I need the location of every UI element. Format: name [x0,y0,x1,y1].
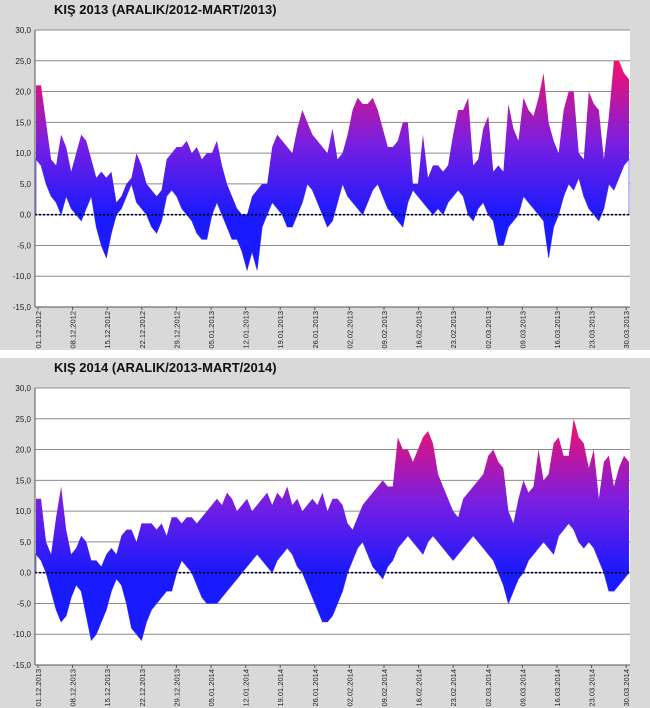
y-tick-label: 10,0 [15,507,31,516]
y-tick-label: 30,0 [15,384,31,393]
x-tick-label: 22.12.2012 [138,311,147,349]
y-tick-label: -15,0 [13,303,32,312]
x-tick-label: 05.01.2013 [207,311,216,349]
y-tick-label: -10,0 [13,630,32,639]
y-tick-label: 15,0 [15,476,31,485]
x-tick-label: 23.02.2013 [449,311,458,349]
x-tick-label: 09.03.2014 [518,669,527,707]
x-tick-label: 30.03.2013 [622,311,631,349]
chart-title: KIŞ 2013 (ARALIK/2012-MART/2013) [54,2,277,17]
y-tick-label: 0,0 [20,569,32,578]
x-tick-label: 29.12.2013 [172,669,181,707]
x-tick-label: 12.01.2013 [242,311,251,349]
y-tick-label: 15,0 [15,118,31,127]
x-tick-label: 02.03.2014 [484,669,493,707]
x-tick-label: 19.01.2014 [276,669,285,707]
x-tick-label: 08.12.2012 [69,311,78,349]
x-tick-label: 01.12.2012 [34,311,43,349]
y-tick-label: 20,0 [15,446,31,455]
y-tick-label: 20,0 [15,88,31,97]
x-tick-label: 05.01.2014 [207,669,216,707]
y-tick-label: 5,0 [20,538,32,547]
y-tick-label: -5,0 [17,241,31,250]
y-tick-label: 0,0 [20,211,32,220]
y-tick-label: 30,0 [15,26,31,35]
x-tick-label: 01.12.2013 [34,669,43,707]
x-tick-label: 16.03.2013 [553,311,562,349]
x-tick-label: 23.03.2014 [588,669,597,707]
x-tick-label: 30.03.2014 [622,669,631,707]
x-tick-label: 12.01.2014 [242,669,251,707]
x-tick-label: 09.02.2014 [380,669,389,707]
x-tick-label: 29.12.2012 [172,311,181,349]
y-tick-label: -5,0 [17,599,31,608]
x-tick-label: 22.12.2013 [138,669,147,707]
y-tick-label: -10,0 [13,272,32,281]
y-tick-label: 25,0 [15,57,31,66]
x-tick-label: 23.03.2013 [588,311,597,349]
chart-panel-winter-2014: KIŞ 2014 (ARALIK/2013-MART/2014) 30,0 25,… [0,358,650,708]
chart-title: KIŞ 2014 (ARALIK/2013-MART/2014) [54,360,277,375]
x-tick-label: 02.02.2013 [345,311,354,349]
x-tick-label: 26.01.2014 [311,669,320,707]
x-tick-label: 23.02.2014 [449,669,458,707]
chart-panel-winter-2013: KIŞ 2013 (ARALIK/2012-MART/2013) 30,0 25,… [0,0,650,350]
x-tick-label: 15.12.2012 [103,311,112,349]
x-tick-label: 16.02.2013 [415,311,424,349]
x-tick-label: 02.03.2013 [484,311,493,349]
series-max-band [36,60,629,271]
x-tick-label: 09.02.2013 [380,311,389,349]
x-tick-label: 19.01.2013 [276,311,285,349]
x-tick-label: 09.03.2013 [518,311,527,349]
series-max-band [36,418,629,641]
y-tick-label: -15,0 [13,661,32,670]
y-tick-label: 10,0 [15,149,31,158]
chart-svg: 30,0 25,0 20,0 15,0 10,0 5,0 0,0 -5,0 -10,0 -15,0… [13,384,631,707]
panel-divider [0,350,650,358]
x-tick-label: 16.03.2014 [553,669,562,707]
chart-svg: 30,0 25,0 20,0 15,0 10,0 5,0 0,0 -5,0 -10,0 -15,0… [13,26,631,349]
x-tick-label: 08.12.2013 [69,669,78,707]
x-tick-label: 15.12.2013 [103,669,112,707]
x-tick-label: 26.01.2013 [311,311,320,349]
x-tick-label: 02.02.2014 [345,669,354,707]
y-tick-label: 5,0 [20,180,32,189]
y-tick-label: 25,0 [15,415,31,424]
x-tick-label: 16.02.2014 [415,669,424,707]
